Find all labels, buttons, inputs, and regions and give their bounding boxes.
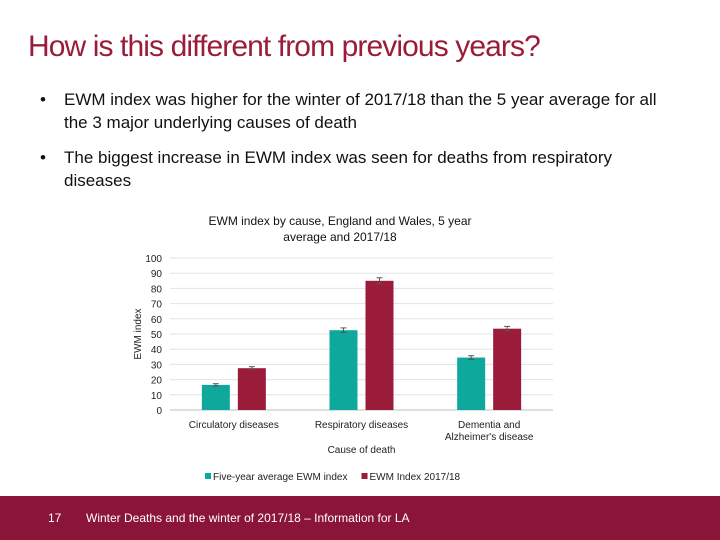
bar-chart: 0 10 20 30 40 50 60 70 80 90 100 EWM index Circulato… (133, 254, 553, 483)
bullet-marker: • (40, 148, 46, 167)
y-tick-label: 20 (151, 376, 163, 387)
chart-title-line: average and 2017/18 (283, 230, 397, 244)
bar (237, 368, 266, 410)
legend-swatch (205, 473, 211, 479)
y-tick-label: 100 (145, 254, 162, 265)
footer-bar: 17 Winter Deaths and the winter of 2017/… (0, 496, 720, 540)
bullet-text: The biggest increase in EWM index was se… (64, 148, 613, 190)
y-tick-label: 60 (151, 315, 163, 326)
legend-label: EWM Index 2017/18 (370, 472, 461, 483)
y-tick-label: 90 (151, 269, 163, 280)
x-tick-label: Circulatory diseases (189, 420, 279, 431)
footer-text: Winter Deaths and the winter of 2017/18 … (86, 511, 410, 525)
y-axis-title: EWM index (133, 308, 144, 359)
bar (493, 328, 522, 410)
bullet-item: • EWM index was higher for the winter of… (40, 88, 680, 134)
x-tick-label: Dementia and (458, 420, 520, 431)
y-tick-label: 70 (151, 300, 163, 311)
bar (329, 330, 358, 410)
x-tick-label: Respiratory diseases (315, 420, 408, 431)
bullet-marker: • (40, 90, 46, 109)
y-tick-label: 10 (151, 391, 163, 402)
bar (457, 357, 486, 410)
x-axis-title: Cause of death (328, 445, 396, 456)
x-tick-label: Alzheimer's disease (445, 432, 534, 443)
bar (201, 384, 230, 410)
y-tick-label: 40 (151, 345, 163, 356)
y-tick-label: 30 (151, 360, 163, 371)
y-tick-label: 80 (151, 284, 163, 295)
bullet-item: • The biggest increase in EWM index was … (40, 146, 680, 192)
y-tick-label: 50 (151, 330, 163, 341)
bullet-text: EWM index was higher for the winter of 2… (64, 90, 657, 132)
chart-title-line: EWM index by cause, England and Wales, 5… (208, 214, 472, 228)
legend-label: Five-year average EWM index (213, 472, 348, 483)
slide-title: How is this different from previous year… (28, 30, 541, 63)
legend-swatch (361, 473, 368, 479)
y-tick-label: 0 (156, 406, 162, 417)
chart-title: EWM index by cause, England and Wales, 5… (170, 213, 510, 245)
bar (365, 280, 394, 410)
bullet-list: • EWM index was higher for the winter of… (40, 88, 680, 204)
page-number: 17 (48, 511, 62, 525)
